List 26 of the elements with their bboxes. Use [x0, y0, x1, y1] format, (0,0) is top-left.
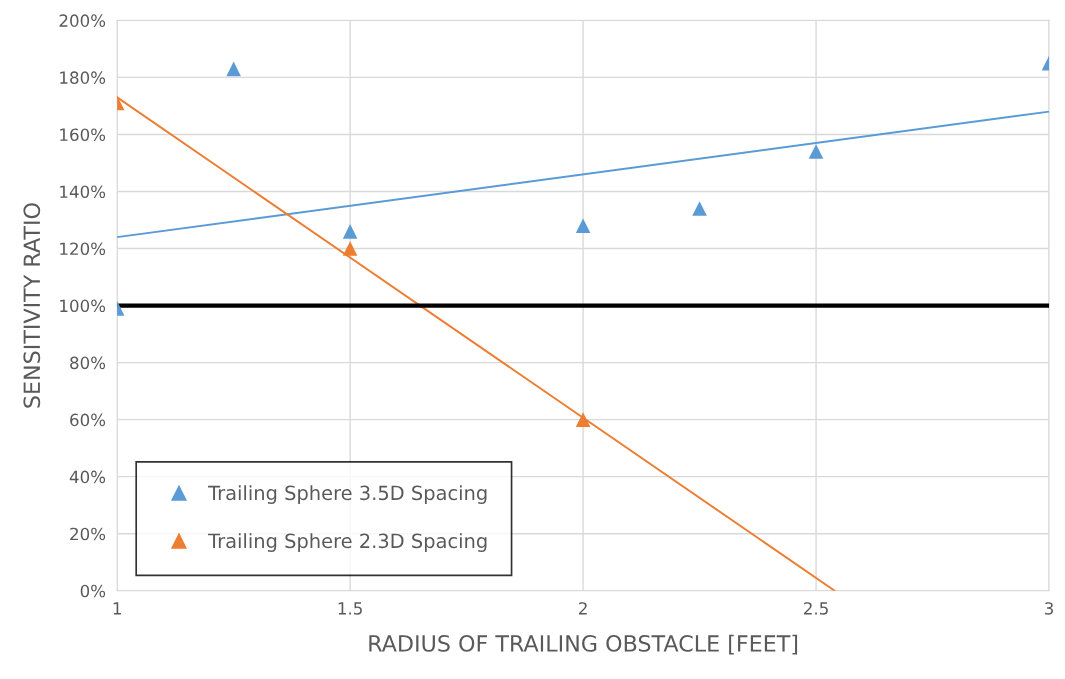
- point: [808, 144, 824, 159]
- y-tick-label: 120%: [60, 242, 106, 256]
- point: [575, 218, 591, 233]
- y-tick-label: 60%: [70, 413, 106, 427]
- y-axis-title: SENSITIVITY RATIO: [23, 203, 41, 408]
- x-tick-label: 1.5: [338, 602, 362, 615]
- y-tick-label: 0%: [80, 584, 106, 598]
- point: [575, 412, 591, 427]
- y-tick-label: 20%: [70, 527, 106, 541]
- x-tick-label: 2: [579, 602, 587, 615]
- y-tick-label: 180%: [60, 71, 106, 84]
- x-tick-label: 1: [113, 602, 121, 615]
- x-tick-label: 3: [1044, 602, 1053, 615]
- y-tick-label: 160%: [60, 128, 106, 142]
- y-tick-label: 140%: [60, 185, 106, 199]
- y-tick-label: 100%: [60, 299, 106, 313]
- y-tick-label: 80%: [70, 356, 106, 370]
- point: [342, 224, 358, 239]
- point: [692, 201, 707, 216]
- legend-label: Trailing Sphere 3.5D Spacing: [208, 485, 487, 504]
- x-tick-label: 2.5: [804, 602, 828, 615]
- y-tick-label: 200%: [59, 14, 106, 27]
- point: [342, 241, 358, 256]
- y-tick-label: 40%: [69, 470, 106, 484]
- legend-label: Trailing Sphere 2.3D Spacing: [208, 533, 487, 552]
- x-axis-title: RADIUS OF TRAILING OBSTACLE [FEET]: [369, 634, 798, 655]
